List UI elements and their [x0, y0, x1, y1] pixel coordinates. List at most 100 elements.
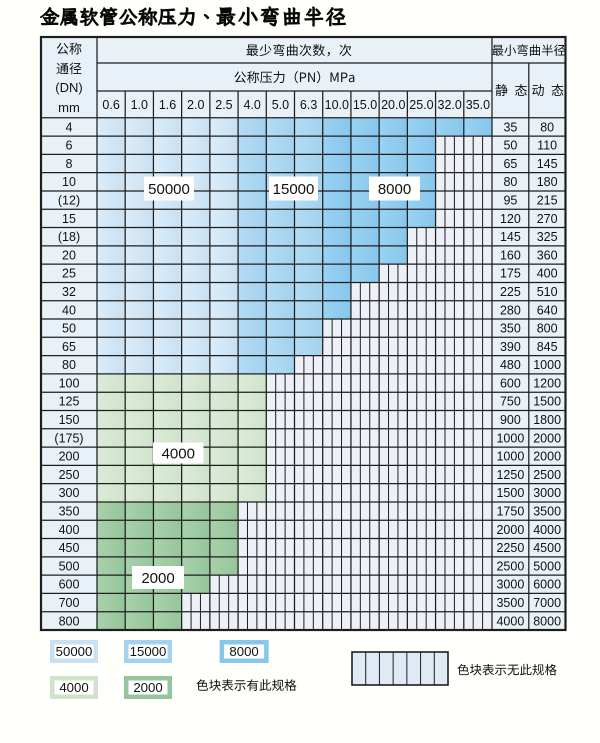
svg-text:95: 95: [503, 194, 517, 208]
svg-text:(DN): (DN): [55, 80, 82, 95]
svg-text:1500: 1500: [496, 486, 524, 500]
svg-text:215: 215: [537, 194, 558, 208]
svg-text:2250: 2250: [496, 541, 524, 555]
svg-text:6.3: 6.3: [300, 98, 317, 112]
svg-text:20: 20: [62, 248, 76, 262]
svg-text:280: 280: [500, 303, 521, 317]
svg-text:325: 325: [537, 230, 558, 244]
svg-text:8: 8: [66, 157, 73, 171]
svg-text:6: 6: [66, 139, 73, 153]
svg-text:35: 35: [503, 120, 517, 134]
svg-text:1200: 1200: [533, 376, 561, 390]
svg-text:(175): (175): [54, 431, 83, 445]
svg-text:25: 25: [62, 267, 76, 281]
svg-text:8000: 8000: [229, 644, 258, 659]
svg-text:2000: 2000: [533, 431, 561, 445]
svg-text:1.0: 1.0: [131, 98, 148, 112]
svg-text:1500: 1500: [533, 395, 561, 409]
svg-text:2000: 2000: [141, 570, 174, 587]
svg-text:180: 180: [537, 175, 558, 189]
svg-text:8000: 8000: [533, 614, 561, 628]
svg-text:65: 65: [62, 340, 76, 354]
svg-text:15: 15: [62, 212, 76, 226]
svg-text:110: 110: [537, 139, 557, 153]
svg-text:10.0: 10.0: [325, 98, 349, 112]
svg-text:100: 100: [59, 376, 80, 390]
svg-text:(12): (12): [58, 194, 80, 208]
svg-text:15000: 15000: [130, 644, 167, 659]
svg-text:510: 510: [537, 285, 558, 299]
svg-text:2000: 2000: [133, 680, 162, 695]
svg-text:1800: 1800: [533, 413, 561, 427]
svg-text:0.6: 0.6: [102, 98, 119, 112]
svg-text:500: 500: [59, 559, 80, 573]
svg-text:15.0: 15.0: [353, 98, 377, 112]
svg-text:80: 80: [62, 358, 76, 372]
svg-text:900: 900: [500, 413, 521, 427]
svg-text:1.6: 1.6: [159, 98, 176, 112]
svg-text:3500: 3500: [496, 596, 524, 610]
svg-text:15000: 15000: [273, 181, 315, 198]
svg-text:145: 145: [500, 230, 521, 244]
svg-text:2000: 2000: [533, 450, 561, 464]
svg-text:390: 390: [500, 340, 521, 354]
svg-text:4: 4: [66, 120, 73, 134]
svg-text:480: 480: [500, 358, 521, 372]
svg-text:7000: 7000: [533, 596, 561, 610]
svg-text:40: 40: [62, 303, 76, 317]
svg-text:175: 175: [500, 267, 521, 281]
svg-text:50: 50: [503, 139, 517, 153]
svg-text:10: 10: [62, 175, 76, 189]
svg-text:1000: 1000: [496, 431, 524, 445]
svg-text:750: 750: [500, 395, 521, 409]
svg-text:640: 640: [537, 303, 558, 317]
svg-text:80: 80: [503, 175, 517, 189]
svg-text:25.0: 25.0: [409, 98, 433, 112]
svg-text:1000: 1000: [533, 358, 561, 372]
svg-text:35.0: 35.0: [466, 98, 490, 112]
svg-text:5000: 5000: [533, 559, 561, 573]
svg-text:3000: 3000: [496, 578, 524, 592]
svg-text:65: 65: [503, 157, 517, 171]
svg-text:32.0: 32.0: [438, 98, 462, 112]
svg-text:2.5: 2.5: [215, 98, 232, 112]
svg-text:360: 360: [537, 248, 558, 262]
svg-text:600: 600: [500, 376, 521, 390]
svg-text:800: 800: [59, 614, 80, 628]
svg-text:1750: 1750: [496, 505, 524, 519]
svg-text:mm: mm: [58, 100, 80, 115]
svg-text:4000: 4000: [533, 523, 561, 537]
svg-text:250: 250: [59, 468, 80, 482]
svg-text:6000: 6000: [533, 578, 561, 592]
svg-text:120: 120: [500, 212, 521, 226]
svg-text:2.0: 2.0: [187, 98, 204, 112]
svg-text:8000: 8000: [378, 181, 411, 198]
svg-text:400: 400: [59, 523, 80, 537]
svg-text:150: 150: [59, 413, 80, 427]
svg-text:270: 270: [537, 212, 558, 226]
svg-text:700: 700: [59, 596, 80, 610]
svg-text:3000: 3000: [533, 486, 561, 500]
svg-text:80: 80: [540, 120, 554, 134]
svg-text:160: 160: [500, 248, 521, 262]
svg-text:600: 600: [59, 578, 80, 592]
svg-text:450: 450: [59, 541, 80, 555]
svg-text:845: 845: [537, 340, 558, 354]
svg-text:50000: 50000: [148, 181, 190, 198]
svg-text:1000: 1000: [496, 450, 524, 464]
svg-text:300: 300: [59, 486, 80, 500]
svg-text:50000: 50000: [56, 644, 93, 659]
svg-text:400: 400: [537, 267, 558, 281]
svg-text:125: 125: [59, 395, 80, 409]
svg-text:350: 350: [59, 505, 80, 519]
svg-text:50: 50: [62, 322, 76, 336]
svg-text:200: 200: [59, 450, 80, 464]
svg-text:4000: 4000: [496, 614, 524, 628]
svg-text:1250: 1250: [496, 468, 524, 482]
svg-text:4500: 4500: [533, 541, 561, 555]
svg-text:(18): (18): [58, 230, 80, 244]
svg-text:2000: 2000: [496, 523, 524, 537]
svg-text:350: 350: [500, 322, 521, 336]
svg-text:2500: 2500: [496, 559, 524, 573]
svg-text:5.0: 5.0: [272, 98, 289, 112]
